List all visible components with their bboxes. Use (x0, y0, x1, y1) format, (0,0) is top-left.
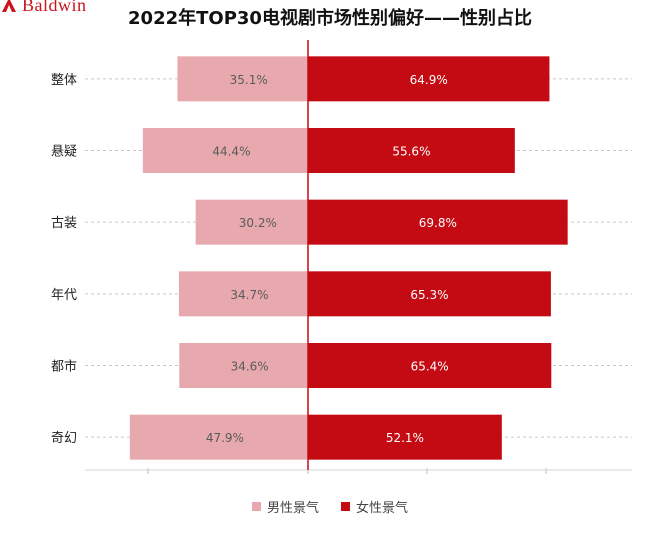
female-bar (308, 414, 502, 460)
male-bar (178, 271, 308, 317)
female-bar (308, 199, 568, 245)
female-value-label: 65.4% (411, 360, 449, 374)
legend-item-male: 男性景气 (251, 497, 319, 516)
male-bar (177, 56, 308, 102)
category-label: 悬疑 (51, 144, 77, 160)
legend-item-female: 女性景气 (341, 497, 408, 516)
female-bar (308, 271, 551, 317)
logo-mark-icon (2, 0, 16, 12)
chart-legend: 男性景气 女性景气 (0, 497, 660, 516)
female-bar (308, 343, 552, 388)
category-label: 整体 (51, 73, 77, 88)
legend-label-male: 男性景气 (266, 501, 319, 516)
female-value-label: 55.6% (392, 145, 430, 159)
male-value-label: 44.4% (212, 145, 250, 159)
male-value-label: 30.2% (239, 216, 277, 230)
category-label: 古装 (51, 216, 77, 231)
female-bar (308, 128, 515, 173)
female-bar (308, 56, 550, 102)
brand-name: Baldwin (22, 0, 87, 15)
female-value-label: 64.9% (410, 73, 448, 87)
female-value-label: 52.1% (386, 431, 424, 445)
male-bar (195, 199, 308, 245)
chart-title: 2022年TOP30电视剧市场性别偏好——性别占比 (128, 8, 532, 29)
male-bar (142, 128, 308, 173)
male-value-label: 47.9% (206, 431, 244, 445)
legend-swatch-female (341, 502, 350, 511)
category-label: 奇幻 (51, 430, 77, 446)
gender-preference-chart: 整体 35.1% 64.9% 悬疑 44.4% 55.6% 古装 30.2% 69.8% 年代 34… (51, 40, 632, 474)
brand-logo: Baldwin (0, 0, 87, 16)
male-bar (129, 414, 308, 460)
legend-label-female: 女性景气 (356, 501, 409, 516)
male-value-label: 34.6% (231, 360, 269, 374)
category-label: 年代 (51, 288, 77, 303)
male-bar (179, 343, 308, 388)
male-value-label: 35.1% (230, 73, 268, 87)
legend-swatch-male (251, 502, 261, 511)
category-label: 都市 (51, 359, 77, 375)
female-value-label: 65.3% (410, 288, 448, 302)
male-value-label: 34.7% (230, 288, 268, 302)
female-value-label: 69.8% (419, 216, 457, 230)
